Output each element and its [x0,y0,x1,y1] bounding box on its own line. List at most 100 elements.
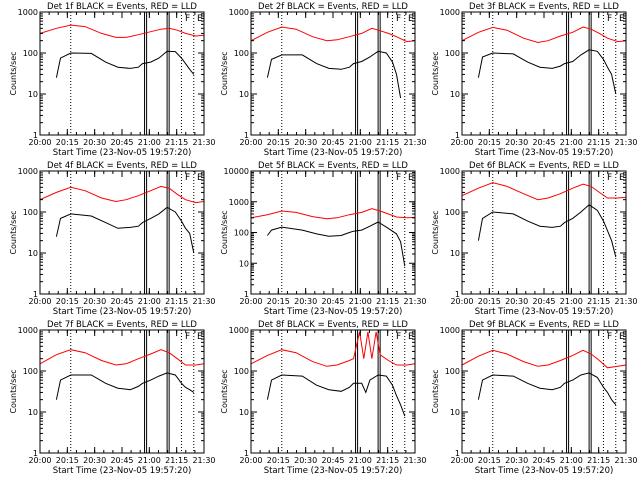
y-tick-label: 1000 [18,8,38,17]
panel-det-4: Det 4f BLACK = Events, RED = LLD F E 1 10 100… [9,161,216,317]
x-tick-label: 21:00 [349,138,372,147]
y-tick-label: 1 [33,449,38,458]
x-axis-label: Start Time (23-Nov-05 19:57:20) [475,148,614,158]
y-tick-label: 100 [234,49,249,58]
x-tick-label: 21:15 [587,456,610,465]
x-tick-label: 21:30 [614,456,637,465]
x-tick-label: 21:30 [614,138,637,147]
panel-title: Det 6f BLACK = Events, RED = LLD [469,161,619,171]
series-events [477,204,617,258]
y-tick-label: 100 [234,367,249,376]
x-tick-label: 20:00 [450,138,473,147]
marker-letter: E [619,332,625,342]
marker-letter: F [396,173,401,183]
x-tick-label: 21:00 [138,297,161,306]
marker-letter: E [197,332,203,342]
x-tick-label: 20:30 [505,297,528,306]
y-tick-label: 1 [33,290,38,299]
x-axis-label: Start Time (23-Nov-05 19:57:20) [53,466,192,476]
x-tick-label: 21:00 [560,456,583,465]
y-axis-label: Counts/sec [220,210,229,254]
y-tick-label: 1000 [18,167,38,176]
panel-title: Det 7f BLACK = Events, RED = LLD [47,320,197,330]
series-lld [462,182,626,201]
x-tick-label: 20:00 [239,138,262,147]
x-tick-label: 20:00 [28,138,51,147]
x-tick-label: 21:00 [560,297,583,306]
y-tick-label: 10 [239,408,249,417]
plot-frame [461,11,627,136]
x-axis-label: Start Time (23-Nov-05 19:57:20) [264,466,403,476]
y-axis-label: Counts/sec [431,210,440,254]
x-tick-label: 20:00 [239,297,262,306]
x-tick-label: 20:15 [478,456,501,465]
x-axis-label: Start Time (23-Nov-05 19:57:20) [264,148,403,158]
y-tick-label: 10 [239,259,249,268]
panel-det-8: Det 8f BLACK = Events, RED = LLD F E 1 10 100… [220,320,427,476]
y-axis-label: Counts/sec [431,51,440,95]
y-tick-label: 1000 [229,198,249,207]
y-axis-label: Counts/sec [220,51,229,95]
y-tick-label: 10 [450,90,460,99]
series-events [55,50,195,78]
x-tick-label: 20:30 [505,456,528,465]
y-tick-label: 10 [28,249,38,258]
y-axis-label: Counts/sec [9,369,18,413]
x-tick-label: 20:00 [28,297,51,306]
x-tick-label: 20:45 [532,456,555,465]
x-tick-label: 20:45 [321,138,344,147]
x-tick-label: 21:30 [192,456,215,465]
series-events [55,372,195,400]
marker-letter: F [185,14,190,24]
panel-title: Det 4f BLACK = Events, RED = LLD [47,161,197,171]
y-tick-label: 1 [33,131,38,140]
x-tick-label: 21:00 [138,456,161,465]
y-tick-label: 1000 [440,167,460,176]
y-tick-label: 1000 [440,326,460,335]
panel-title: Det 5f BLACK = Events, RED = LLD [258,161,408,171]
x-tick-label: 21:15 [376,138,399,147]
panel-title: Det 9f BLACK = Events, RED = LLD [469,320,619,330]
panel-det-1: Det 1f BLACK = Events, RED = LLD F E 1 10 100… [9,2,216,158]
x-tick-label: 21:00 [560,138,583,147]
plot-frame [39,11,205,136]
marker-letter: E [197,173,203,183]
x-tick-label: 21:30 [403,297,426,306]
x-tick-label: 20:00 [239,456,262,465]
marker-letter: F [607,14,612,24]
y-tick-label: 1000 [229,8,249,17]
x-tick-label: 20:45 [110,297,133,306]
plot-frame [461,329,627,454]
x-axis-label: Start Time (23-Nov-05 19:57:20) [264,307,403,317]
y-tick-label: 100 [23,49,38,58]
y-tick-label: 1000 [18,326,38,335]
x-tick-label: 20:15 [56,456,79,465]
x-tick-label: 20:45 [110,138,133,147]
x-tick-label: 20:30 [83,138,106,147]
y-tick-label: 10 [28,90,38,99]
x-tick-label: 20:15 [267,138,290,147]
x-axis-label: Start Time (23-Nov-05 19:57:20) [53,148,192,158]
y-tick-label: 100 [445,208,460,217]
x-tick-label: 21:15 [587,138,610,147]
x-axis-label: Start Time (23-Nov-05 19:57:20) [475,466,614,476]
y-tick-label: 10 [239,90,249,99]
y-tick-label: 100 [234,229,249,238]
marker-letter: E [408,332,414,342]
panel-title: Det 2f BLACK = Events, RED = LLD [258,2,408,12]
panel-det-9: Det 9f BLACK = Events, RED = LLD F E 1 10 100… [431,320,638,476]
x-tick-label: 20:30 [83,456,106,465]
y-axis-label: Counts/sec [9,51,18,95]
x-tick-label: 20:15 [478,138,501,147]
panel-det-2: Det 2f BLACK = Events, RED = LLD F E 1 10 100… [220,2,427,158]
plot-frame [39,329,205,454]
marker-letter: F [185,332,190,342]
x-tick-label: 20:30 [294,456,317,465]
x-tick-label: 21:30 [614,297,637,306]
x-tick-label: 20:45 [321,297,344,306]
y-tick-label: 1 [455,449,460,458]
y-tick-label: 1 [244,131,249,140]
x-tick-label: 20:45 [532,297,555,306]
x-tick-label: 21:00 [138,138,161,147]
